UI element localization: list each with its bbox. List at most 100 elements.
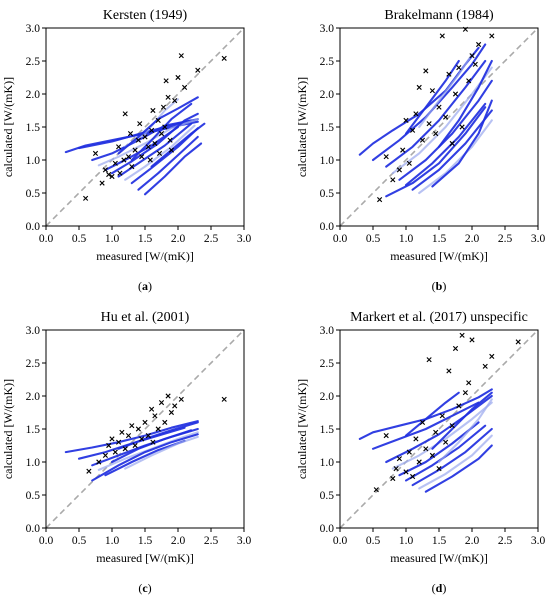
data-point-marker: [112, 160, 118, 166]
y-axis-label: calculated [W/(mK)]: [295, 379, 309, 479]
data-point-marker: [383, 433, 389, 439]
x-tick-label: 1.5: [138, 233, 153, 245]
chart-title: Markert et al. (2017) unspecific: [350, 310, 528, 325]
data-point-marker: [116, 144, 122, 150]
data-curve: [371, 401, 480, 450]
data-curve: [404, 59, 460, 135]
point-group: [86, 393, 227, 474]
data-point-marker: [426, 357, 432, 363]
data-point-marker: [178, 53, 184, 59]
data-point-marker: [403, 469, 409, 475]
x-tick-label: 3.0: [237, 535, 252, 547]
data-curve: [124, 435, 199, 470]
data-point-marker: [149, 406, 155, 412]
y-tick-label: 0.0: [320, 221, 335, 233]
data-curve: [117, 421, 199, 450]
chart-title: Hu et al. (2001): [101, 310, 190, 325]
curve-group: [358, 388, 493, 493]
data-point-marker: [410, 127, 416, 133]
data-point-marker: [139, 436, 145, 442]
data-point-marker: [446, 71, 452, 77]
data-curve: [391, 401, 493, 470]
data-point-marker: [400, 147, 406, 153]
data-point-marker: [96, 459, 102, 465]
x-tick-label: 0.5: [366, 233, 381, 245]
data-point-marker: [155, 117, 161, 123]
data-point-marker: [396, 167, 402, 173]
data-point-marker: [165, 393, 171, 399]
data-point-marker: [139, 154, 145, 160]
chart-title: Kersten (1949): [103, 8, 188, 23]
chart-panel-4: Markert et al. (2017) unspecific 0.0 0.5 1.…: [295, 310, 545, 595]
chart-title: Brakelmann (1984): [384, 8, 494, 23]
y-axis-label: calculated [W/(mK)]: [1, 379, 15, 479]
data-point-marker: [390, 177, 396, 183]
data-curve: [431, 99, 493, 188]
data-point-marker: [482, 363, 488, 369]
data-point-marker: [83, 195, 89, 201]
y-tick-label: 2.5: [320, 56, 335, 68]
data-point-marker: [106, 171, 112, 178]
data-curve: [431, 391, 493, 450]
y-tick-label: 2.0: [26, 89, 41, 101]
data-point-marker: [449, 423, 455, 429]
y-tick-label: 2.0: [320, 391, 335, 403]
data-curve: [385, 106, 487, 198]
x-axis-label: measured [W/(mK)]: [390, 551, 488, 565]
y-tick-label: 1.0: [26, 457, 41, 469]
x-tick-label: 0.0: [39, 535, 54, 547]
data-point-marker: [456, 403, 462, 409]
x-tick-label: 2.5: [498, 233, 513, 245]
data-point-marker: [472, 61, 478, 67]
data-point-marker: [119, 429, 125, 435]
data-point-marker: [403, 117, 409, 123]
data-point-marker: [142, 419, 148, 425]
data-point-marker: [162, 124, 168, 130]
data-point-marker: [92, 150, 99, 156]
x-tick-label: 1.5: [432, 535, 447, 547]
data-curve: [411, 109, 493, 191]
data-point-marker: [466, 380, 472, 386]
data-point-marker: [446, 368, 452, 374]
data-point-marker: [160, 104, 167, 110]
x-tick-label: 0.5: [72, 535, 87, 547]
data-point-marker: [147, 157, 153, 163]
data-point-marker: [116, 439, 122, 445]
x-tick-label: 0.0: [333, 535, 348, 547]
x-tick-label: 2.0: [171, 233, 186, 245]
y-tick-label: 0.5: [320, 188, 335, 200]
data-curve: [150, 122, 206, 168]
x-tick-label: 0.5: [366, 535, 381, 547]
data-curve: [404, 391, 460, 437]
data-point-marker: [221, 55, 227, 61]
data-point-marker: [459, 124, 465, 130]
y-tick-label: 3.0: [320, 325, 335, 337]
data-point-marker: [406, 449, 412, 455]
point-group: [373, 332, 521, 493]
data-point-marker: [106, 442, 112, 449]
data-point-marker: [489, 33, 495, 39]
data-point-marker: [462, 390, 468, 396]
data-point-marker: [155, 426, 161, 432]
data-point-marker: [396, 456, 402, 462]
data-point-marker: [122, 111, 128, 117]
data-point-marker: [102, 452, 108, 458]
data-point-marker: [109, 436, 115, 442]
curve-group: [64, 96, 206, 196]
data-point-marker: [145, 144, 151, 150]
data-point-marker: [416, 84, 422, 90]
data-curve: [124, 124, 196, 181]
data-point-marker: [132, 442, 138, 449]
data-point-marker: [172, 98, 178, 104]
y-tick-label: 1.5: [26, 122, 41, 134]
data-point-marker: [436, 466, 442, 472]
panel-label: (a): [138, 279, 152, 293]
data-point-marker: [86, 468, 92, 474]
data-curve: [91, 433, 199, 482]
data-point-marker: [423, 68, 429, 74]
y-axis-label: calculated [W/(mK)]: [295, 77, 309, 177]
data-point-marker: [121, 157, 127, 163]
data-point-marker: [416, 459, 422, 465]
